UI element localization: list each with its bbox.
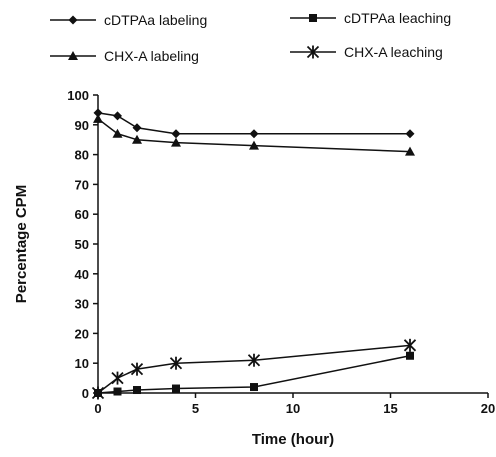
legend-label: CHX-A labeling: [104, 48, 199, 64]
data-point: [171, 129, 181, 139]
data-point: [250, 383, 258, 392]
series-0: [93, 108, 415, 139]
y-tick-label: 100: [67, 88, 89, 103]
legend-item: CHX-A leaching: [290, 44, 443, 60]
y-tick-label: 20: [75, 326, 89, 341]
axes: [97, 95, 488, 394]
data-point: [91, 386, 105, 400]
series-2: [93, 113, 415, 156]
data-point: [403, 338, 417, 352]
data-point: [93, 108, 103, 118]
y-tick-label: 50: [75, 237, 89, 252]
x-axis-title: Time (hour): [252, 431, 334, 448]
data-point: [132, 134, 142, 144]
y-tick-label: 90: [75, 118, 89, 133]
x-tick-label: 0: [94, 401, 101, 416]
data-point: [249, 140, 259, 150]
data-point: [113, 387, 122, 396]
series-3: [91, 338, 417, 400]
y-ticks: 0 10 20 30 40 50 60 70 80 90 100: [67, 88, 98, 401]
data-point: [169, 356, 183, 370]
data-point: [112, 128, 123, 138]
x-ticks: 0 5 10 15 20: [94, 393, 495, 416]
y-tick-label: 10: [75, 356, 89, 371]
legend-item: CHX-A labeling: [50, 48, 199, 64]
x-tick-label: 10: [286, 401, 300, 416]
legend-label: CHX-A leaching: [344, 44, 443, 60]
data-point: [249, 129, 259, 139]
series-layer: [91, 108, 417, 400]
legend-item: cDTPAa labeling: [50, 12, 207, 28]
legend-item: cDTPAa leaching: [290, 10, 451, 26]
data-point: [172, 384, 180, 393]
data-point: [405, 146, 415, 156]
legend-marker: [309, 14, 317, 22]
legend-marker: [68, 51, 78, 60]
y-axis-title: Percentage CPM: [13, 185, 30, 303]
y-tick-label: 0: [82, 386, 89, 401]
data-point: [405, 129, 415, 139]
x-tick-label: 20: [481, 401, 495, 416]
legend-label: cDTPAa labeling: [104, 12, 207, 28]
y-tick-label: 40: [75, 267, 89, 282]
data-point: [132, 123, 142, 133]
data-point: [93, 113, 103, 123]
legend-label: cDTPAa leaching: [344, 10, 451, 26]
y-tick-label: 70: [75, 177, 89, 192]
data-point: [113, 111, 122, 121]
x-tick-label: 5: [192, 401, 199, 416]
data-point: [130, 362, 144, 376]
data-point: [111, 371, 124, 385]
y-tick-label: 30: [75, 297, 89, 312]
legend-marker: [68, 15, 78, 25]
y-tick-label: 60: [75, 207, 89, 222]
data-point: [406, 351, 414, 360]
series-line: [97, 118, 411, 153]
data-point: [133, 386, 141, 395]
legend: cDTPAa labeling cDTPAa leaching CHX-A labe…: [50, 10, 451, 64]
data-point: [171, 137, 181, 147]
legend-marker: [306, 45, 320, 59]
x-tick-label: 15: [383, 401, 397, 416]
data-point: [247, 353, 261, 367]
y-tick-label: 80: [75, 148, 89, 163]
